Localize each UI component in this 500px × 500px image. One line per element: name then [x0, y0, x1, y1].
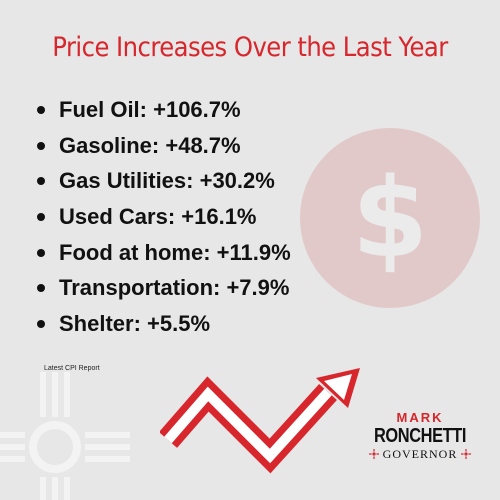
bullet-icon [37, 212, 45, 221]
bullet-icon [37, 248, 45, 257]
logo-office-row: GOVERNOR [360, 448, 480, 460]
list-item: Gasoline: +48.7% [37, 128, 291, 164]
logo-last-name: RONCHETTI [374, 425, 466, 447]
page-title: Price Increases Over the Last Year [52, 32, 448, 63]
list-item-text: Fuel Oil: +106.7% [59, 96, 241, 122]
list-item-text: Shelter: +5.5% [59, 310, 211, 336]
bullet-icon [37, 284, 45, 293]
list-item-text: Gasoline: +48.7% [59, 132, 241, 158]
list-item-text: Transportation: +7.9% [59, 275, 290, 301]
zia-small-icon [368, 449, 379, 459]
zia-small-icon [461, 449, 472, 459]
list-item-text: Food at home: +11.9% [59, 239, 291, 265]
list-item: Food at home: +11.9% [37, 235, 291, 271]
bullet-icon [37, 141, 45, 150]
zia-sun-icon [0, 372, 130, 500]
price-increase-list: Fuel Oil: +106.7% Gasoline: +48.7% Gas U… [37, 92, 291, 342]
dollar-coin-icon: $ [300, 128, 480, 308]
bullet-icon [37, 105, 45, 114]
list-item: Fuel Oil: +106.7% [37, 92, 291, 128]
list-item: Shelter: +5.5% [37, 306, 291, 342]
list-item-text: Used Cars: +16.1% [59, 203, 257, 229]
trend-up-arrow-icon [160, 368, 360, 474]
bullet-icon [37, 177, 45, 186]
campaign-logo: MARK RONCHETTI GOVERNOR [360, 411, 480, 460]
list-item: Transportation: +7.9% [37, 270, 291, 306]
logo-office-text: GOVERNOR [382, 447, 458, 461]
bullet-icon [37, 319, 45, 328]
source-note: Latest CPI Report [44, 365, 100, 372]
logo-first-name: MARK [396, 410, 444, 425]
list-item: Used Cars: +16.1% [37, 199, 291, 235]
svg-text:$: $ [352, 154, 429, 282]
list-item: Gas Utilities: +30.2% [37, 163, 291, 199]
list-item-text: Gas Utilities: +30.2% [59, 168, 275, 194]
